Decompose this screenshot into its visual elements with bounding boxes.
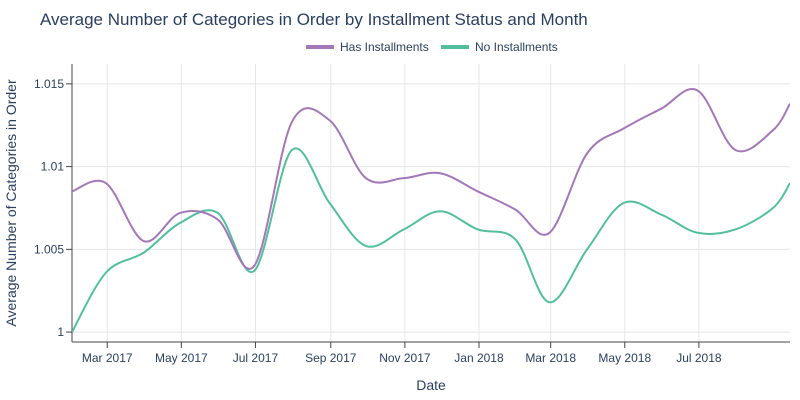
x-tick-label: Sep 2017 [305,351,357,365]
y-tick-label: 1 [57,325,64,339]
y-tick-label: 1.015 [34,77,64,91]
y-tick-label: 1.01 [41,160,65,174]
legend: Has Installments No Installments [306,40,558,54]
legend-item-no-installments[interactable]: No Installments [441,40,558,54]
series-line-has-installments [72,88,790,270]
y-tick-label: 1.005 [34,242,64,256]
x-tick-label: Nov 2017 [379,351,431,365]
chart-title: Average Number of Categories in Order by… [40,10,588,29]
x-tick-label: Jul 2018 [676,351,722,365]
series-line-no-installments [72,147,790,333]
legend-item-has-installments[interactable]: Has Installments [306,40,429,54]
x-tick-label: Jan 2018 [454,351,504,365]
series-lines [72,88,790,333]
x-tick-label: May 2017 [155,351,208,365]
x-tick-label: Jul 2017 [233,351,279,365]
x-tick-label: Mar 2018 [525,351,576,365]
y-axis-title: Average Number of Categories in Order [3,79,19,327]
axes [66,64,790,348]
x-tick-label: May 2018 [598,351,651,365]
legend-label: No Installments [475,40,558,54]
x-tick-label: Mar 2017 [82,351,133,365]
tick-labels: Mar 2017 May 2017 Jul 2017 Sep 2017 Nov 2017… [34,77,722,365]
legend-label: Has Installments [340,40,429,54]
x-axis-title: Date [416,377,446,393]
